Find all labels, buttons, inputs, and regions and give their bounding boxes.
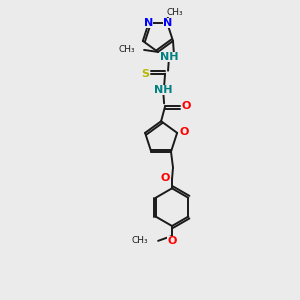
Text: NH: NH bbox=[154, 85, 172, 94]
Text: CH₃: CH₃ bbox=[118, 45, 135, 54]
Text: N: N bbox=[163, 18, 172, 28]
Text: NH: NH bbox=[160, 52, 178, 62]
Text: O: O bbox=[179, 127, 189, 137]
Text: O: O bbox=[160, 173, 170, 183]
Text: CH₃: CH₃ bbox=[167, 8, 184, 17]
Text: CH₃: CH₃ bbox=[132, 236, 148, 245]
Text: S: S bbox=[141, 69, 149, 79]
Text: O: O bbox=[181, 101, 190, 111]
Text: N: N bbox=[144, 18, 153, 28]
Text: O: O bbox=[167, 236, 177, 246]
